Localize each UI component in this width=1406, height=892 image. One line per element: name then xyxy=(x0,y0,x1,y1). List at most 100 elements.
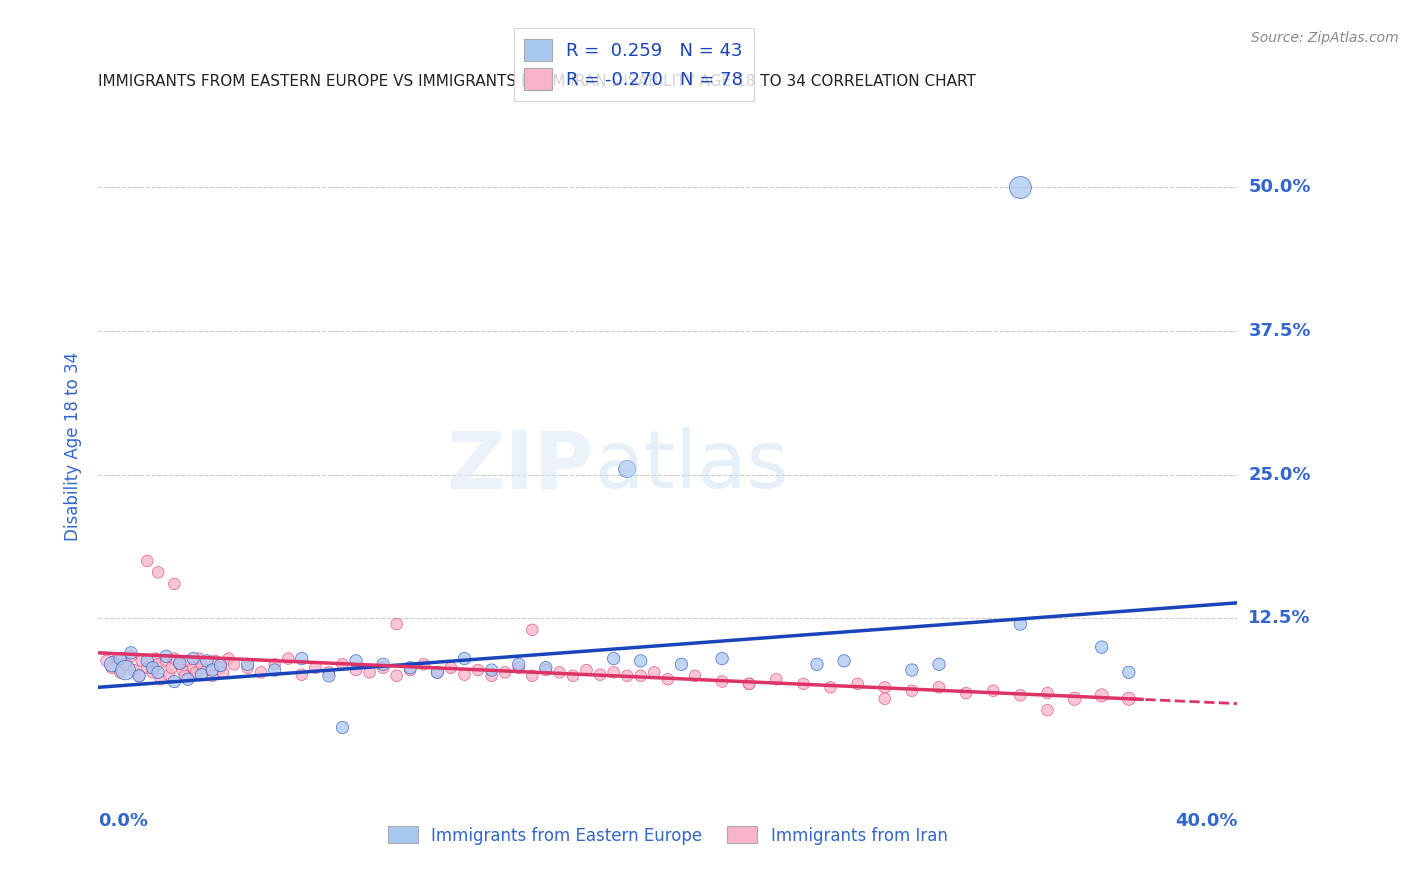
Point xyxy=(371,657,394,672)
Point xyxy=(120,646,142,660)
Text: Source: ZipAtlas.com: Source: ZipAtlas.com xyxy=(1251,31,1399,45)
Point xyxy=(467,663,489,677)
Point xyxy=(657,672,679,686)
Point xyxy=(873,681,896,695)
Point xyxy=(412,657,434,672)
Point xyxy=(385,669,408,683)
Point xyxy=(120,649,142,664)
Point xyxy=(738,677,761,691)
Point xyxy=(190,667,212,681)
Point xyxy=(928,681,950,695)
Point xyxy=(1036,686,1059,700)
Point xyxy=(738,677,761,691)
Point xyxy=(146,566,169,580)
Text: atlas: atlas xyxy=(593,427,789,506)
Point xyxy=(145,651,167,665)
Point xyxy=(344,663,367,677)
Point xyxy=(163,577,186,591)
Point xyxy=(1118,691,1140,706)
Point xyxy=(494,665,516,680)
Point xyxy=(765,672,787,686)
Point xyxy=(146,657,169,672)
Point xyxy=(149,672,172,686)
Point xyxy=(711,651,734,665)
Text: 12.5%: 12.5% xyxy=(1249,609,1310,627)
Point xyxy=(1091,689,1114,703)
Point xyxy=(172,663,194,677)
Point xyxy=(616,669,638,683)
Point xyxy=(163,651,186,665)
Point xyxy=(236,657,259,672)
Point xyxy=(184,665,207,680)
Point xyxy=(385,617,408,632)
Point xyxy=(534,663,557,677)
Point xyxy=(250,665,273,680)
Point xyxy=(508,657,530,672)
Point xyxy=(195,663,218,677)
Point xyxy=(318,665,340,680)
Y-axis label: Disability Age 18 to 34: Disability Age 18 to 34 xyxy=(65,351,83,541)
Point xyxy=(683,669,706,683)
Point xyxy=(190,657,212,672)
Point xyxy=(114,657,136,672)
Point xyxy=(616,462,638,476)
Point xyxy=(277,651,299,665)
Point xyxy=(901,663,924,677)
Text: IMMIGRANTS FROM EASTERN EUROPE VS IMMIGRANTS FROM IRAN DISABILITY AGE 18 TO 34 C: IMMIGRANTS FROM EASTERN EUROPE VS IMMIGR… xyxy=(98,74,976,89)
Point xyxy=(108,665,131,680)
Point xyxy=(195,654,218,668)
Point xyxy=(201,663,224,677)
Point xyxy=(204,654,226,668)
Point xyxy=(146,665,169,680)
Point xyxy=(711,674,734,689)
Point xyxy=(209,658,232,673)
Point xyxy=(399,663,422,677)
Point xyxy=(901,683,924,698)
Point xyxy=(291,651,314,665)
Point xyxy=(108,651,131,665)
Point xyxy=(128,669,150,683)
Point xyxy=(318,669,340,683)
Point xyxy=(332,721,354,735)
Point xyxy=(155,654,177,668)
Point xyxy=(602,665,624,680)
Point xyxy=(187,651,209,665)
Point xyxy=(630,654,652,668)
Point xyxy=(183,661,205,675)
Point xyxy=(806,657,828,672)
Point xyxy=(177,654,200,668)
Point xyxy=(508,661,530,675)
Point xyxy=(399,661,422,675)
Point xyxy=(222,657,245,672)
Point xyxy=(562,669,585,683)
Point xyxy=(160,661,183,675)
Point xyxy=(263,657,285,672)
Point xyxy=(136,654,159,668)
Point xyxy=(481,669,503,683)
Point xyxy=(846,677,869,691)
Point xyxy=(142,661,165,675)
Point xyxy=(453,651,475,665)
Point xyxy=(981,683,1004,698)
Point xyxy=(1010,689,1032,703)
Point xyxy=(522,669,544,683)
Point xyxy=(169,656,191,670)
Point xyxy=(344,654,367,668)
Point xyxy=(630,669,652,683)
Point xyxy=(101,661,124,675)
Point xyxy=(820,681,842,695)
Point xyxy=(212,665,235,680)
Point xyxy=(183,651,205,665)
Point xyxy=(174,669,197,683)
Point xyxy=(263,663,285,677)
Point xyxy=(955,686,977,700)
Point xyxy=(131,654,153,668)
Point xyxy=(481,663,503,677)
Text: 40.0%: 40.0% xyxy=(1175,812,1237,830)
Point xyxy=(142,665,165,680)
Point xyxy=(1118,665,1140,680)
Point xyxy=(209,661,232,675)
Point xyxy=(1010,617,1032,632)
Point xyxy=(453,667,475,681)
Point xyxy=(426,665,449,680)
